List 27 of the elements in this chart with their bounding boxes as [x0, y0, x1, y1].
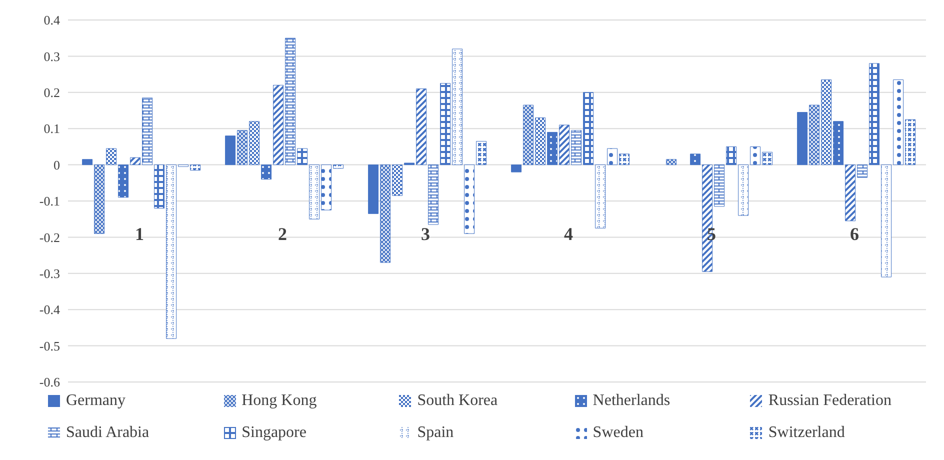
x-tick-label: 6 [850, 224, 859, 244]
legend-label: Hong Kong [242, 392, 317, 410]
legend-label: Netherlands [592, 392, 670, 410]
x-tick-label: 3 [421, 224, 430, 244]
y-tick-label: -0.4 [39, 302, 60, 318]
legend-label: Saudi Arabia [66, 424, 150, 442]
y-tick-label: 0 [54, 157, 60, 172]
y-tick-label: -0.6 [39, 374, 60, 390]
y-tick-label: 0.3 [44, 48, 60, 64]
legend-label: Singapore [242, 424, 306, 442]
x-tick-label: 1 [135, 224, 144, 244]
y-tick-label: -0.5 [39, 338, 60, 354]
y-tick-label: 0.2 [44, 85, 60, 100]
legend-label: Sweden [592, 424, 644, 442]
x-tick-label: 4 [564, 224, 573, 244]
y-tick-label: -0.2 [39, 230, 60, 245]
legend-label: Spain [417, 424, 454, 442]
y-tick-label: 0.4 [44, 12, 60, 28]
x-tick-label: 2 [278, 224, 287, 244]
y-tick-label: -0.3 [39, 266, 60, 282]
y-tick-label: 0.1 [44, 121, 60, 136]
legend-label: Germany [66, 392, 126, 410]
legend-label: South Korea [417, 392, 498, 410]
legend-label: Switzerland [768, 424, 845, 442]
legend-label: Russian Federation [768, 392, 892, 410]
bar [666, 159, 677, 166]
y-tick-label: -0.1 [39, 194, 60, 209]
